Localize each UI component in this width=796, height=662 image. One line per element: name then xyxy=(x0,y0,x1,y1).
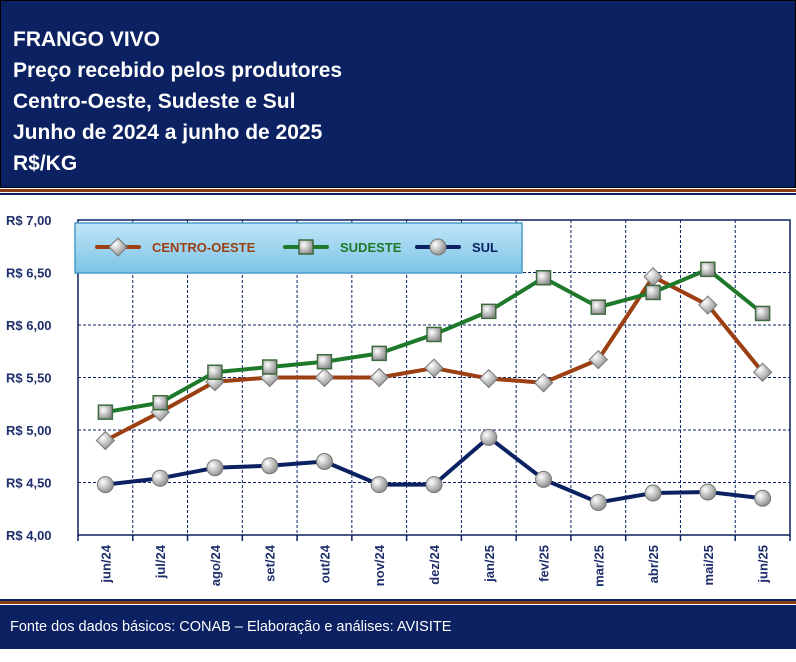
data-point-circle xyxy=(589,493,607,511)
data-point-square xyxy=(754,305,771,322)
line-chart: R$ 4,00 R$ 4,50 R$ 5,00 R$ 5,50 R$ 6,00 R$ 6,… xyxy=(6,213,791,587)
data-point-circle xyxy=(644,484,662,502)
title-line: FRANGO VIVO xyxy=(13,28,161,51)
data-point-diamond xyxy=(369,367,389,388)
divider xyxy=(0,599,796,601)
data-point-circle xyxy=(206,459,224,477)
data-point-circle xyxy=(480,428,498,446)
y-tick-label: R$ 5,00 xyxy=(6,423,52,438)
x-tick-label: set/24 xyxy=(263,544,278,582)
data-point-square xyxy=(316,354,333,370)
legend-label: SUL xyxy=(472,240,498,255)
source-note: Fonte dos dados básicos: CONAB – Elabora… xyxy=(0,605,796,649)
data-point-diamond xyxy=(95,430,116,451)
data-point-diamond xyxy=(533,373,554,393)
data-point-circle xyxy=(754,489,772,507)
data-point-square xyxy=(207,364,223,380)
divider xyxy=(0,189,796,192)
subtitle-line: Junho de 2024 a junho de 2025 xyxy=(13,121,323,144)
x-tick-label: abr/25 xyxy=(646,545,661,583)
data-point-circle xyxy=(315,453,333,470)
data-point-diamond xyxy=(479,368,499,389)
x-tick-label: jan/25 xyxy=(482,545,497,583)
data-point-circle xyxy=(535,470,553,488)
title-block: FRANGO VIVO Preço recebido pelos produto… xyxy=(0,0,796,188)
data-point-square xyxy=(371,345,387,362)
data-point-circle xyxy=(151,469,169,487)
data-point-square xyxy=(426,326,442,343)
subtitle-line: Centro-Oeste, Sudeste e Sul xyxy=(13,90,296,113)
x-tick-label: nov/24 xyxy=(372,544,387,586)
x-tick-label: jun/24 xyxy=(98,544,113,583)
data-point-square xyxy=(700,261,716,278)
unit-line: R$/KG xyxy=(13,152,78,175)
data-point-square xyxy=(97,404,114,420)
x-tick-label: jul/24 xyxy=(153,544,168,579)
x-tick-label: mar/25 xyxy=(591,545,606,587)
y-tick-label: R$ 5,50 xyxy=(6,371,52,386)
y-tick-label: R$ 4,50 xyxy=(6,476,52,491)
x-tick-label: jun/25 xyxy=(756,545,771,584)
legend-label: SUDESTE xyxy=(340,240,402,255)
data-point-circle xyxy=(261,457,279,475)
legend: CENTRO-OESTE SUDESTE SUL xyxy=(74,222,523,274)
x-tick-label: out/24 xyxy=(317,544,332,583)
subtitle-line: Preço recebido pelos produtores xyxy=(13,59,343,82)
data-point-square xyxy=(261,359,278,375)
data-point-diamond xyxy=(108,237,128,257)
y-tick-label: R$ 4,00 xyxy=(6,528,52,543)
series-sul xyxy=(96,428,772,511)
data-point-square xyxy=(535,270,552,286)
legend-label: CENTRO-OESTE xyxy=(152,240,256,255)
data-point-square xyxy=(152,394,168,411)
data-point-circle xyxy=(370,476,388,494)
data-point-square xyxy=(298,239,314,255)
data-point-circle xyxy=(699,483,717,501)
x-tick-label: dez/24 xyxy=(427,544,442,585)
data-point-diamond xyxy=(314,367,335,388)
series-sudeste xyxy=(97,261,771,420)
data-point-diamond xyxy=(588,349,609,370)
data-point-circle xyxy=(96,476,114,494)
divider xyxy=(0,601,796,604)
data-point-diamond xyxy=(698,295,718,315)
data-point-circle xyxy=(429,238,447,256)
x-tick-label: ago/24 xyxy=(208,544,223,586)
x-tick-label: mai/25 xyxy=(701,545,716,585)
data-point-diamond xyxy=(752,362,773,382)
data-point-circle xyxy=(425,476,443,494)
divider xyxy=(0,193,796,195)
data-point-square xyxy=(645,284,661,301)
y-tick-label: R$ 7,00 xyxy=(6,213,52,228)
data-point-square xyxy=(481,303,497,320)
data-point-diamond xyxy=(424,358,444,378)
y-tick-label: R$ 6,00 xyxy=(6,318,52,333)
x-tick-label: fev/25 xyxy=(537,545,552,582)
data-point-square xyxy=(590,299,607,315)
y-tick-label: R$ 6,50 xyxy=(6,266,52,281)
